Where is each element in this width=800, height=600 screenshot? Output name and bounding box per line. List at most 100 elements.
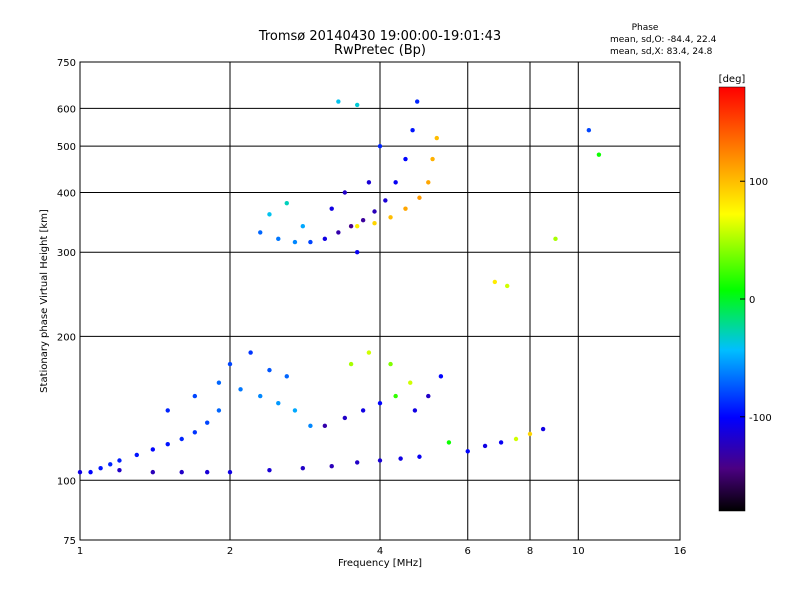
stats-x: mean, sd,X: 83.4, 24.8: [610, 47, 713, 57]
data-point: [366, 350, 372, 355]
data-point: [179, 436, 184, 442]
x-tick-label: 6: [465, 546, 471, 557]
data-point: [377, 458, 383, 463]
y-tick-label: 600: [57, 104, 76, 115]
data-point: [360, 218, 366, 223]
y-tick-label: 400: [57, 188, 76, 199]
data-point: [377, 143, 383, 149]
data-points: [77, 99, 602, 475]
colorbar-tick-label: 0: [749, 295, 755, 306]
data-point: [284, 200, 289, 206]
data-point: [417, 195, 422, 200]
data-point: [248, 350, 253, 355]
y-tick-label: 750: [57, 58, 76, 69]
data-point: [77, 469, 83, 475]
data-point: [108, 462, 113, 467]
data-point: [88, 469, 93, 475]
data-point: [227, 361, 233, 367]
data-point: [354, 460, 360, 465]
data-point: [348, 224, 354, 229]
x-tick-label: 2: [227, 546, 233, 557]
data-point: [192, 393, 198, 399]
y-tick-label: 500: [57, 142, 76, 153]
y-axis-label: Stationary phase Virtual Height [km]: [39, 209, 50, 393]
x-tick-label: 4: [377, 546, 383, 557]
x-axis-label: Frequency [MHz]: [338, 558, 422, 569]
data-point: [540, 426, 546, 432]
data-point: [417, 454, 422, 459]
data-point: [412, 408, 418, 413]
data-point: [292, 239, 298, 245]
data-point: [366, 180, 372, 185]
y-tick-label: 300: [57, 248, 76, 259]
data-point: [383, 198, 388, 203]
colorbar-label: [deg]: [719, 74, 746, 85]
y-axis-ticks: 75 100 200 300 400 500 600 750: [57, 58, 76, 547]
data-point: [322, 236, 328, 242]
colorbar-ticks: 100 0 -100: [740, 177, 772, 424]
data-point: [492, 279, 498, 285]
data-point: [434, 135, 439, 141]
x-tick-label: 10: [572, 546, 585, 557]
data-point: [342, 415, 348, 421]
chart-subtitle: RwPretec (Bp): [334, 43, 426, 58]
data-point: [150, 469, 156, 475]
data-point: [596, 152, 602, 157]
data-point: [165, 441, 170, 447]
data-point: [150, 447, 156, 452]
data-point: [117, 467, 122, 473]
data-point: [372, 209, 377, 214]
data-point: [179, 469, 184, 475]
data-point: [117, 458, 122, 463]
data-point: [267, 467, 272, 473]
data-point: [192, 430, 198, 435]
data-point: [586, 127, 592, 133]
data-point: [308, 239, 313, 245]
data-point: [276, 400, 281, 406]
data-point: [388, 215, 393, 220]
data-point: [372, 221, 377, 226]
data-point: [267, 212, 272, 217]
data-point: [258, 230, 263, 235]
data-point: [329, 206, 334, 211]
data-point: [300, 224, 306, 229]
data-point: [216, 380, 222, 385]
x-tick-label: 16: [674, 546, 687, 557]
data-point: [300, 465, 306, 471]
data-point: [513, 436, 519, 442]
data-point: [276, 236, 281, 242]
x-axis-ticks: 1 2 4 6 8 10 16: [77, 546, 687, 557]
data-point: [336, 230, 341, 235]
data-point: [336, 99, 341, 104]
data-point: [354, 102, 360, 108]
data-point: [403, 156, 408, 162]
data-point: [284, 374, 289, 379]
data-point: [446, 440, 452, 445]
data-point: [216, 408, 222, 413]
data-point: [292, 408, 298, 413]
data-point: [393, 180, 398, 185]
data-point: [398, 456, 403, 461]
data-point: [329, 464, 334, 469]
data-point: [504, 283, 510, 289]
data-point: [426, 393, 431, 399]
colorbar-tick-label: 100: [749, 177, 768, 188]
grid-lines: [80, 62, 680, 540]
data-point: [426, 180, 431, 185]
data-point: [165, 408, 170, 413]
data-point: [527, 431, 533, 437]
data-point: [393, 393, 398, 399]
data-point: [388, 361, 393, 367]
data-point: [465, 449, 470, 454]
data-point: [438, 374, 444, 379]
data-point: [360, 408, 366, 413]
data-point: [267, 367, 272, 373]
data-point: [227, 469, 233, 475]
data-point: [204, 420, 210, 425]
x-tick-label: 8: [527, 546, 533, 557]
colorbar-tick-label: -100: [749, 413, 772, 424]
data-point: [414, 99, 420, 104]
chart-title: Tromsø 20140430 19:00:00-19:01:43: [258, 29, 501, 44]
data-point: [134, 452, 139, 458]
